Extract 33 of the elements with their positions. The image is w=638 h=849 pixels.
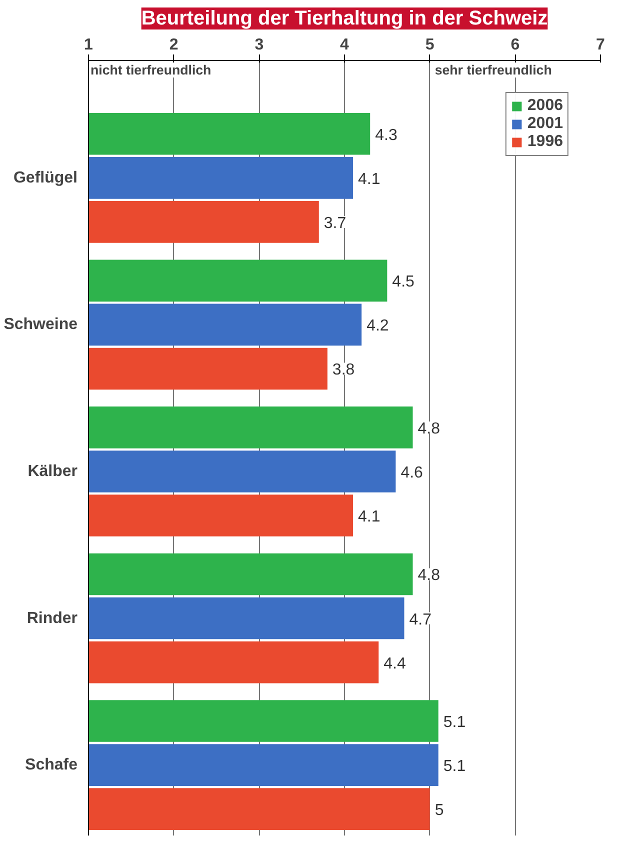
y-tick-label: Kälber <box>28 462 78 480</box>
data-label: 4.4 <box>384 655 406 672</box>
data-label: 3.8 <box>332 362 355 379</box>
annotation: sehr tierfreundlich <box>434 62 552 78</box>
x-tick-label: 2 <box>169 36 178 54</box>
legend-label: 1996 <box>527 133 563 151</box>
data-label: 3.7 <box>324 214 346 232</box>
data-label: 4.6 <box>400 464 424 482</box>
x-tick-label: 1 <box>84 36 94 54</box>
data-label: 4.2 <box>366 318 389 335</box>
y-tick-label: Schafe <box>25 756 78 774</box>
data-label: 5.1 <box>443 758 466 776</box>
data-label: 4.3 <box>375 126 398 144</box>
data-label: 5 <box>434 802 444 820</box>
legend-label: 2006 <box>527 97 563 115</box>
x-tick-label: 3 <box>254 36 264 54</box>
x-tick-label: 4 <box>340 36 350 54</box>
chart-title: Beurteilung der Tierhaltung in der Schweiz <box>141 8 548 30</box>
data-label: 5.1 <box>443 714 466 732</box>
data-label: 4.5 <box>392 274 415 291</box>
data-label: 4.8 <box>418 567 440 584</box>
x-tick-label: 7 <box>596 36 606 54</box>
legend-label: 2001 <box>527 115 563 133</box>
data-label: 4.1 <box>358 170 380 188</box>
y-tick-label: Schweine <box>4 316 78 334</box>
y-tick-label: Rinder <box>26 610 78 627</box>
x-tick-label: 5 <box>425 36 434 54</box>
data-label: 4.1 <box>358 508 380 526</box>
data-label: 4.8 <box>418 420 440 438</box>
y-tick-label: Geflügel <box>13 169 78 186</box>
annotation: nicht tierfreundlich <box>90 62 212 78</box>
x-tick-label: 6 <box>510 36 520 54</box>
data-label: 4.7 <box>409 611 432 628</box>
